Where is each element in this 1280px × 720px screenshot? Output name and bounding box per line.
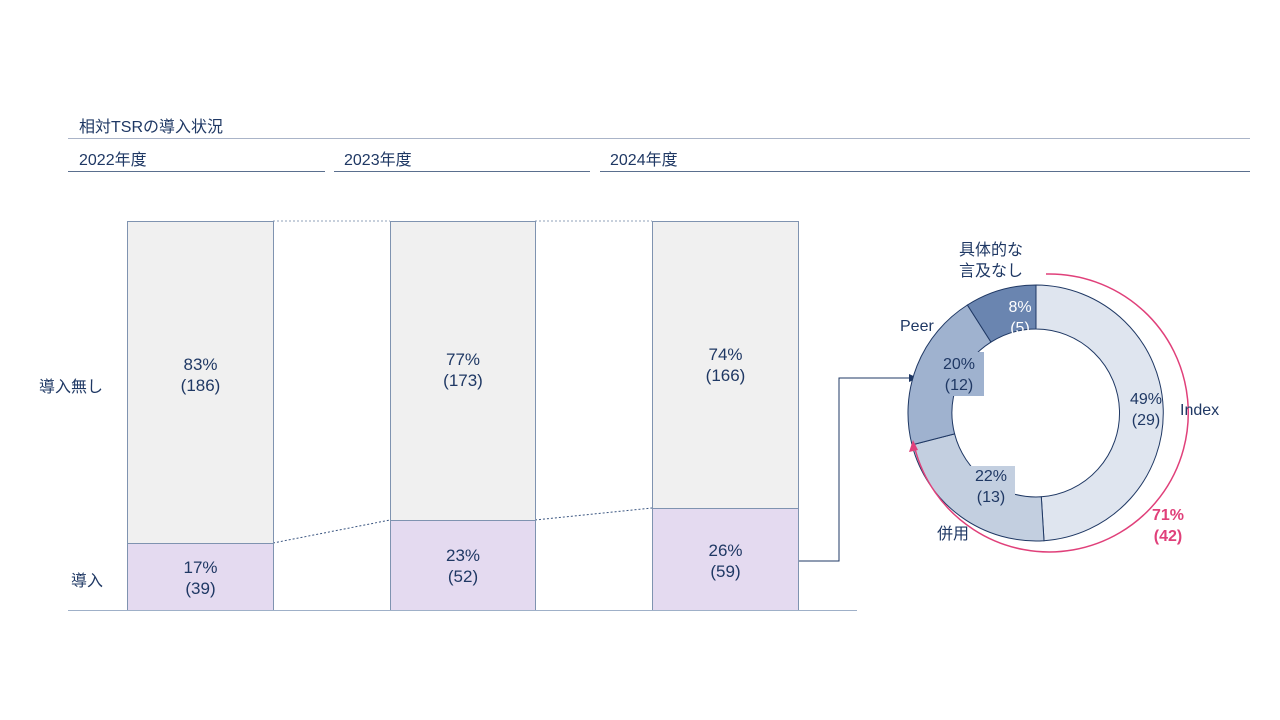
donut-combined-pct: 22% [974, 468, 1008, 485]
donut-index-pct: 49% [1129, 391, 1163, 408]
year-divider-2022 [68, 171, 325, 172]
year-label-2023: 2023年度 [344, 152, 412, 169]
donut-callout-pct: 71% [1151, 507, 1185, 524]
donut-unspecified-value: 8% (5) [992, 297, 1048, 339]
donut-combined-value: 22% (13) [963, 466, 1019, 508]
donut-label-unspecified-line2: 言及なし [958, 263, 1023, 280]
bar-2023-adopted-count: (52) [447, 567, 479, 586]
bar-2024-not-adopted: 74% (166) [652, 221, 799, 509]
bar-2023-adopted: 23% (52) [390, 520, 536, 611]
bar-2023-not-adopted-count: (173) [443, 371, 483, 390]
row-label-adopted: 導入 [71, 573, 104, 590]
donut-label-unspecified: 具体的な 言及なし [948, 240, 1034, 282]
donut-callout: 71% (42) [1140, 505, 1196, 547]
donut-label-index: Index [1180, 402, 1220, 419]
bar-2022-adopted: 17% (39) [127, 543, 274, 611]
donut-peer-count: (12) [944, 377, 974, 394]
donut-label-peer: Peer [900, 318, 934, 335]
year-label-2024: 2024年度 [610, 152, 678, 169]
chart-baseline [68, 610, 857, 611]
bar-2022-adopted-pct: 17% [183, 558, 218, 577]
donut-peer-pct: 20% [942, 356, 976, 373]
donut-label-combined: 併用 [937, 526, 970, 543]
donut-index-value: 49% (29) [1118, 389, 1174, 431]
donut-unspecified-count: (5) [1010, 320, 1030, 337]
bar-2023-not-adopted: 77% (173) [390, 221, 536, 521]
row-label-not-adopted: 導入無し [39, 379, 104, 396]
bar-2024-not-adopted-count: (166) [705, 366, 746, 385]
year-label-2022: 2022年度 [79, 152, 147, 169]
bar-2022-not-adopted-pct: 83% [183, 355, 218, 374]
bar-2024-adopted-pct: 26% [708, 541, 743, 560]
chart-title: 相対TSRの導入状況 [79, 119, 224, 136]
bar-2022-adopted-count: (39) [185, 579, 216, 598]
bar-2023-adopted-pct: 23% [445, 546, 481, 565]
donut-index-count: (29) [1131, 412, 1161, 429]
bar-2022-not-adopted: 83% (186) [127, 221, 274, 544]
donut-peer-value: 20% (12) [931, 354, 987, 396]
title-divider [68, 138, 1250, 139]
year-divider-2024 [600, 171, 1250, 172]
donut-combined-count: (13) [976, 489, 1006, 506]
bar-2023-not-adopted-pct: 77% [445, 350, 481, 369]
donut-callout-count: (42) [1153, 528, 1183, 545]
donut-label-unspecified-line1: 具体的な [958, 242, 1023, 259]
bar-2024-adopted-count: (59) [710, 562, 741, 581]
bar-2022-not-adopted-count: (186) [180, 376, 221, 395]
bar-2024-not-adopted-pct: 74% [708, 345, 743, 364]
donut-unspecified-pct: 8% [1008, 299, 1032, 316]
year-divider-2023 [334, 171, 590, 172]
bar-2024-adopted: 26% (59) [652, 508, 799, 611]
